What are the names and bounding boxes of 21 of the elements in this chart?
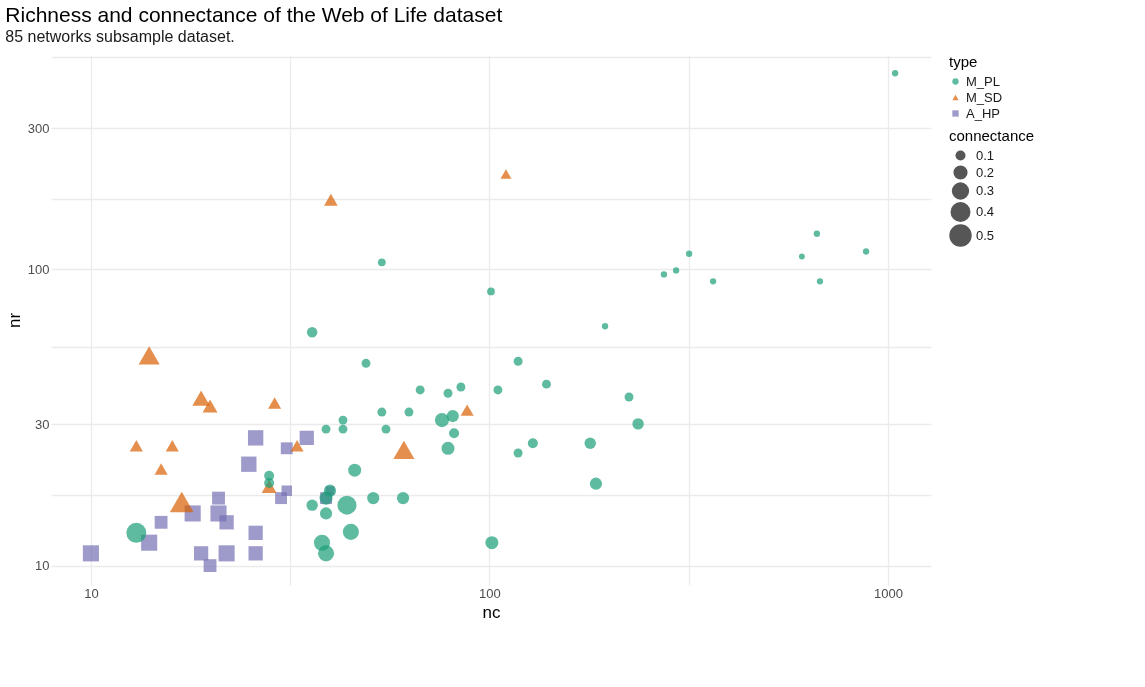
legend-label: A_HP — [966, 105, 1000, 121]
y-tick-label: 100 — [27, 261, 50, 277]
y-tick-label: 30 — [35, 416, 50, 432]
legend-label: 0.1 — [976, 147, 995, 163]
text: connectance — [949, 127, 1035, 144]
x-tick-label: 100 — [479, 585, 501, 601]
legend-label: 0.2 — [976, 164, 995, 180]
y-tick-label: 10 — [35, 558, 50, 574]
chart-subtitle: 85 networks subsample dataset. — [5, 28, 235, 45]
text: type — [949, 53, 978, 70]
y-tick-label: 300 — [27, 120, 50, 136]
legend-label: 0.3 — [976, 183, 995, 198]
y-axis-title: nr — [4, 312, 24, 329]
x-tick-label: 10 — [84, 585, 99, 601]
legend-label: M_PL — [966, 73, 1000, 89]
legend-label: 0.5 — [976, 227, 995, 243]
legend-label: M_SD — [966, 89, 1003, 105]
x-axis-title: nc — [482, 602, 501, 622]
legend-label: 0.4 — [976, 204, 995, 219]
x-tick-label: 1000 — [874, 585, 903, 601]
chart-title: Richness and connectance of the Web of Life dataset — [5, 3, 503, 26]
